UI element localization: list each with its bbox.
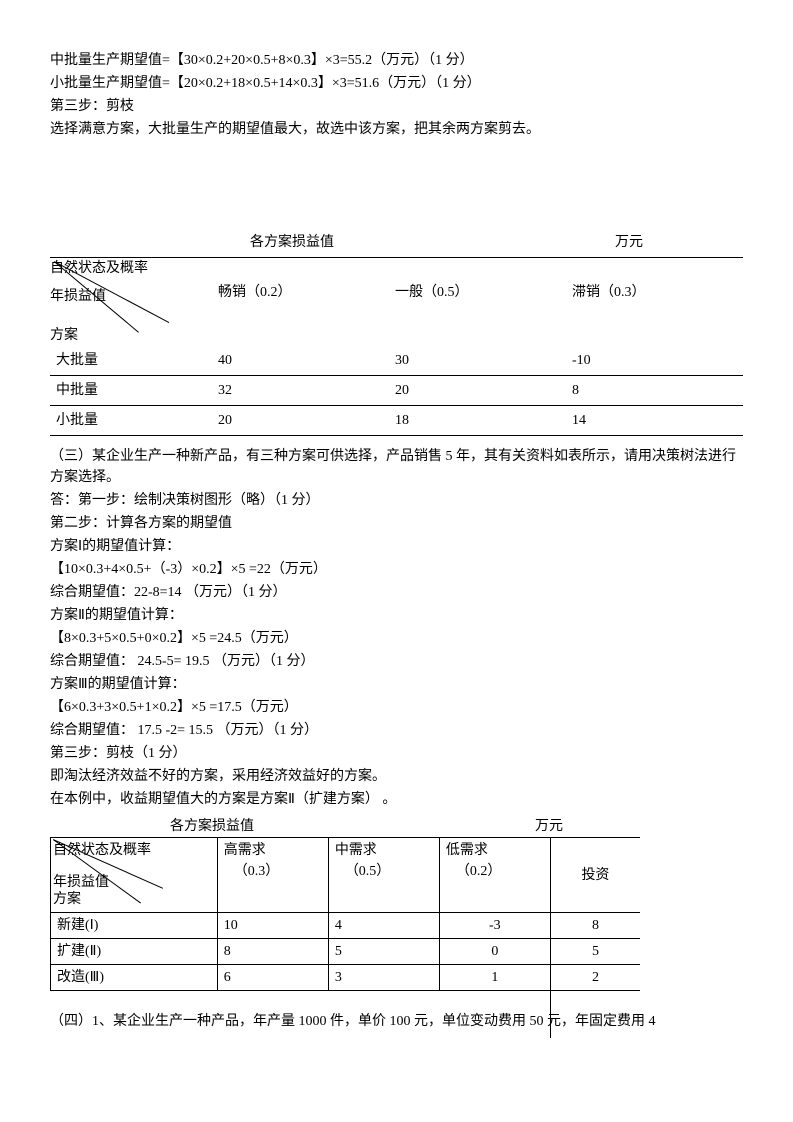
table1-cell: 18 [389,406,566,436]
table2-row-label: 改造(Ⅲ) [51,965,218,991]
table2-cell: 2 [550,965,640,991]
stray-vertical-line [550,838,551,1038]
table2-cell: 8 [550,913,640,939]
table1-row-label: 中批量 [50,376,212,406]
table2: 自然状态及概率 年损益值 方案 高需求 （0.3） 中需求 （0.5） 低需求 … [50,837,640,991]
text-line: 选择满意方案，大批量生产的期望值最大，故选中该方案，把其余两方案剪去。 [50,119,743,140]
text-line: 综合期望值： 17.5 -2= 15.5 （万元）（1 分） [50,720,743,741]
text-line: 答：第一步：绘制决策树图形（略）（1 分） [50,490,743,511]
table2-cell: 10 [217,913,328,939]
table2-title: 各方案损益值 [170,816,254,837]
table1-col-header: 一般（0.5） [389,258,566,328]
table1-cell: 30 [389,346,566,376]
table2-cell: 5 [550,939,640,965]
table1-cell: 32 [212,376,389,406]
text-line: 【10×0.3+4×0.5+（-3）×0.2】×5 =22（万元） [50,559,743,580]
text-line: 【8×0.3+5×0.5+0×0.2】×5 =24.5（万元） [50,628,743,649]
table1-container: 各方案损益值 万元 自然状态及概率 年损益值 方案 畅销（0.2） 一般（0.5… [50,232,743,436]
text-line: 第三步：剪枝 [50,96,743,117]
diag-label-top: 自然状态及概率 [50,258,148,279]
text-line: 综合期望值： 24.5-5= 19.5 （万元）（1 分） [50,651,743,672]
table2-col-header: 高需求 （0.3） [217,838,328,913]
diag-label-bot: 方案 [53,889,81,910]
table1-cell: 20 [389,376,566,406]
text-line: 综合期望值：22-8=14 （万元）（1 分） [50,582,743,603]
table2-row-label: 新建(Ⅰ) [51,913,218,939]
text-line: （四）1、某企业生产一种产品，年产量 1000 件，单价 100 元，单位变动费… [50,1011,743,1032]
text-line: （三）某企业生产一种新产品，有三种方案可供选择，产品销售 5 年，其有关资料如表… [50,446,743,488]
table2-cell: 0 [439,939,550,965]
table1-cell: -10 [566,346,743,376]
table2-col-header: 投资 [550,838,640,913]
table2-container: 各方案损益值 万元 自然状态及概率 年损益值 方案 高需求 （0.3） 中需求 … [50,816,743,991]
table1: 自然状态及概率 年损益值 方案 畅销（0.2） 一般（0.5） 滞销（0.3） … [50,257,743,436]
table2-row-label: 扩建(Ⅱ) [51,939,218,965]
table1-diag-header: 自然状态及概率 年损益值 方案 [50,258,212,347]
text-line: 小批量生产期望值=【20×0.2+18×0.5+14×0.3】×3=51.6（万… [50,73,743,94]
text-line: 在本例中，收益期望值大的方案是方案Ⅱ（扩建方案） 。 [50,789,743,810]
table2-cell: -3 [439,913,550,939]
text-line: 即淘汰经济效益不好的方案，采用经济效益好的方案。 [50,766,743,787]
table2-cell: 1 [439,965,550,991]
table2-diag-header: 自然状态及概率 年损益值 方案 [51,838,218,913]
text-line: 第二步：计算各方案的期望值 [50,513,743,534]
mid-block: （三）某企业生产一种新产品，有三种方案可供选择，产品销售 5 年，其有关资料如表… [50,446,743,810]
text-line: 第三步：剪枝（1 分） [50,743,743,764]
table1-row-label: 小批量 [50,406,212,436]
table1-cell: 20 [212,406,389,436]
text-line: 【6×0.3+3×0.5+1×0.2】×5 =17.5（万元） [50,697,743,718]
text-line: 中批量生产期望值=【30×0.2+20×0.5+8×0.3】×3=55.2（万元… [50,50,743,71]
table2-cell: 4 [328,913,439,939]
bottom-block: （四）1、某企业生产一种产品，年产量 1000 件，单价 100 元，单位变动费… [50,1011,743,1032]
text-line: 方案Ⅰ的期望值计算： [50,536,743,557]
text-line: 方案Ⅱ的期望值计算： [50,605,743,626]
text-line: 方案Ⅲ的期望值计算： [50,674,743,695]
diag-label-bot: 方案 [50,325,78,346]
top-block: 中批量生产期望值=【30×0.2+20×0.5+8×0.3】×3=55.2（万元… [50,50,743,140]
table2-cell: 3 [328,965,439,991]
table1-cell: 8 [566,376,743,406]
table1-title: 各方案损益值 [250,232,334,253]
table2-cell: 5 [328,939,439,965]
table1-cell: 14 [566,406,743,436]
table2-unit: 万元 [535,816,563,837]
table2-cell: 8 [217,939,328,965]
table1-row-label: 大批量 [50,346,212,376]
table1-col-header: 滞销（0.3） [566,258,743,328]
table1-col-header: 畅销（0.2） [212,258,389,328]
table1-unit: 万元 [615,232,643,253]
table2-cell: 6 [217,965,328,991]
table2-col-header: 低需求 （0.2） [439,838,550,913]
table1-cell: 40 [212,346,389,376]
table2-col-header: 中需求 （0.5） [328,838,439,913]
